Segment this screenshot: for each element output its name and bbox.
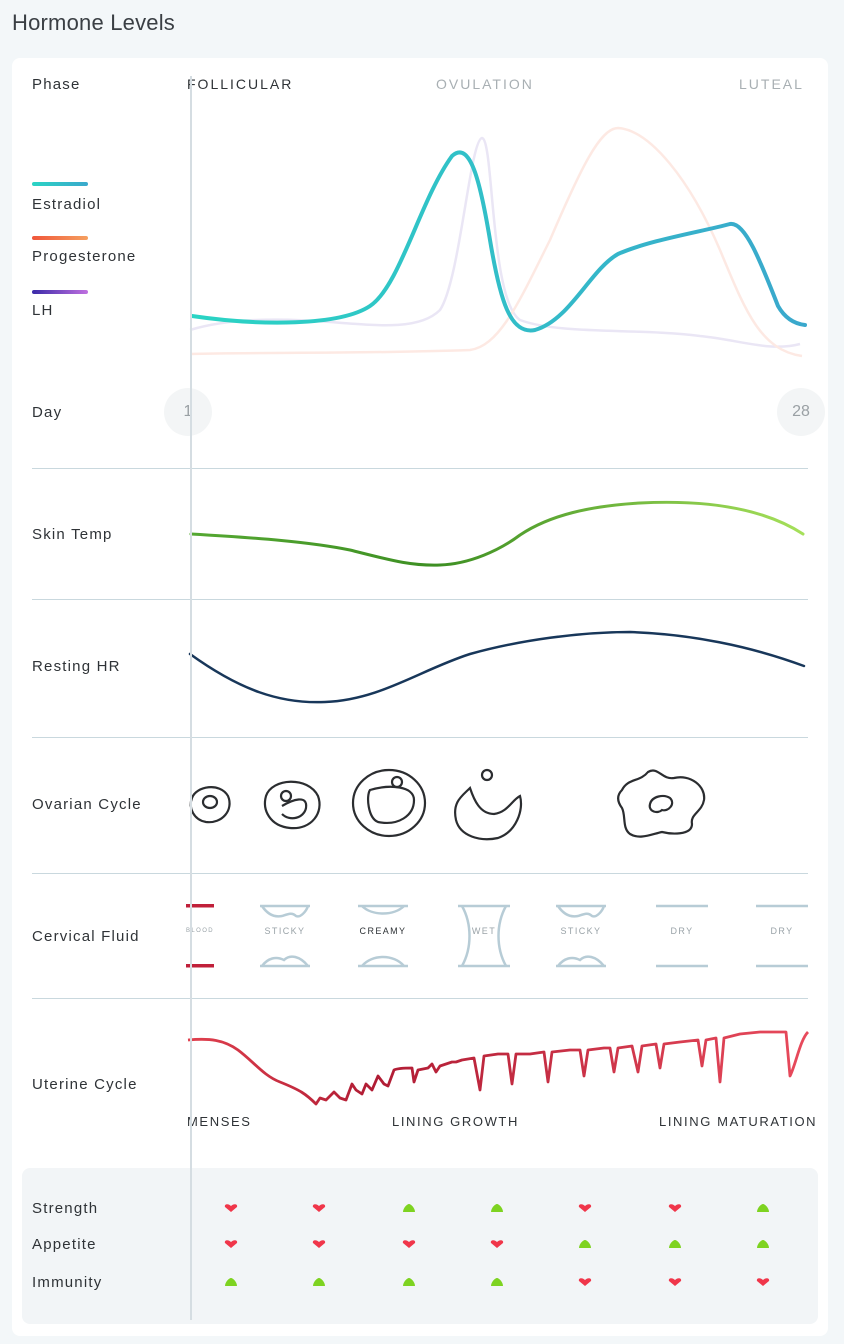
cervical-fluid-blood	[186, 904, 214, 968]
phase-follicular[interactable]: FOLLICULAR	[187, 76, 294, 92]
increase-indicator-icon	[491, 1278, 503, 1286]
day-end-marker[interactable]: 28	[777, 388, 825, 436]
follicle-1-icon	[189, 786, 231, 824]
uterine-cycle-label: Uterine Cycle	[32, 1076, 138, 1093]
lh-legend-swatch	[32, 290, 88, 294]
cervical-fluid-dry-1	[656, 904, 708, 968]
decrease-indicator-icon	[756, 1278, 770, 1286]
stats-panel	[22, 1168, 818, 1324]
progesterone-legend-swatch	[32, 236, 88, 240]
divider	[32, 873, 808, 874]
skin-temp-curve[interactable]	[189, 500, 805, 567]
appetite-label: Appetite	[32, 1236, 97, 1253]
progesterone-curve[interactable]	[189, 126, 803, 358]
decrease-indicator-icon	[402, 1240, 416, 1248]
uterine-phase-menses: MENSES	[187, 1114, 252, 1129]
estradiol-legend-swatch	[32, 182, 88, 186]
fluid-label-sticky: STICKY	[264, 926, 306, 936]
uterine-phase-lining-maturation: LINING MATURATION	[659, 1114, 818, 1129]
ovulation-icon	[454, 768, 523, 841]
increase-indicator-icon	[403, 1278, 415, 1286]
cervical-fluid-creamy	[358, 904, 408, 968]
estradiol-legend-label[interactable]: Estradiol	[32, 196, 102, 213]
fluid-label-dry: DRY	[670, 926, 694, 936]
lh-curve[interactable]	[189, 136, 801, 348]
decrease-indicator-icon	[312, 1240, 326, 1248]
current-day-line[interactable]	[190, 76, 192, 1320]
strength-label: Strength	[32, 1200, 99, 1217]
day-label: Day	[32, 404, 63, 421]
lh-legend-label[interactable]: LH	[32, 302, 54, 319]
estradiol-curve[interactable]	[190, 150, 807, 333]
follicle-2-icon	[263, 780, 321, 830]
decrease-indicator-icon	[578, 1204, 592, 1212]
increase-indicator-icon	[579, 1240, 591, 1248]
skin-temp-label: Skin Temp	[32, 526, 113, 543]
decrease-indicator-icon	[224, 1204, 238, 1212]
fluid-label-dry: DRY	[770, 926, 794, 936]
increase-indicator-icon	[669, 1240, 681, 1248]
follicle-3-icon	[351, 768, 427, 838]
fluid-label-creamy: CREAMY	[359, 926, 407, 936]
decrease-indicator-icon	[312, 1204, 326, 1212]
cervical-fluid-sticky-1	[260, 904, 310, 968]
cervical-fluid-sticky-2	[556, 904, 606, 968]
cervical-fluid-label: Cervical Fluid	[32, 928, 140, 945]
phase-ovulation[interactable]: OVULATION	[436, 76, 534, 92]
hormone-card	[12, 58, 828, 1336]
ovarian-cycle-label: Ovarian Cycle	[32, 796, 142, 813]
cervical-fluid-dry-2	[756, 904, 808, 968]
fluid-label-blood: BLOOD	[185, 928, 214, 934]
increase-indicator-icon	[757, 1240, 769, 1248]
phase-luteal[interactable]: LUTEAL	[739, 76, 804, 92]
phase-label: Phase	[32, 76, 81, 93]
progesterone-legend-label[interactable]: Progesterone	[32, 248, 137, 265]
decrease-indicator-icon	[578, 1278, 592, 1286]
decrease-indicator-icon	[668, 1278, 682, 1286]
divider	[32, 468, 808, 469]
divider	[32, 599, 808, 600]
page-title: Hormone Levels	[12, 10, 175, 35]
increase-indicator-icon	[491, 1204, 503, 1212]
increase-indicator-icon	[403, 1204, 415, 1212]
decrease-indicator-icon	[490, 1240, 504, 1248]
increase-indicator-icon	[757, 1204, 769, 1212]
increase-indicator-icon	[225, 1278, 237, 1286]
uterine-cycle-curve[interactable]	[187, 1030, 810, 1106]
resting-hr-curve[interactable]	[188, 630, 806, 704]
day-start-marker[interactable]: 1	[164, 388, 212, 436]
resting-hr-label: Resting HR	[32, 658, 121, 675]
divider	[32, 737, 808, 738]
decrease-indicator-icon	[668, 1204, 682, 1212]
uterine-phase-lining-growth: LINING GROWTH	[392, 1114, 519, 1129]
corpus-luteum-icon	[617, 769, 706, 838]
decrease-indicator-icon	[224, 1240, 238, 1248]
divider	[32, 998, 808, 999]
increase-indicator-icon	[313, 1278, 325, 1286]
immunity-label: Immunity	[32, 1274, 103, 1291]
fluid-label-wet: WET	[471, 926, 497, 936]
cervical-fluid-wet	[458, 904, 510, 968]
fluid-label-sticky: STICKY	[560, 926, 602, 936]
